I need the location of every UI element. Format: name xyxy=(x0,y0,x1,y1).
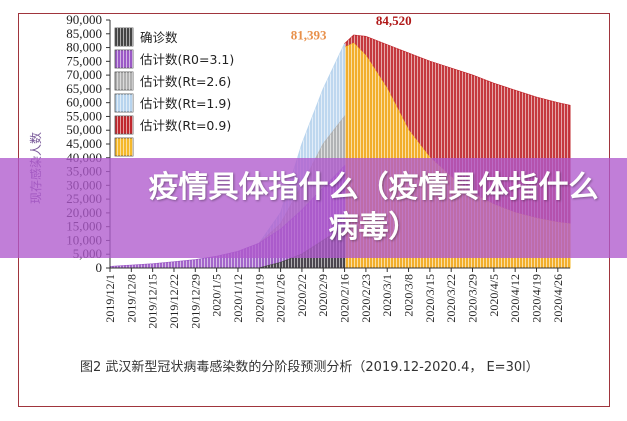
data-label: 84,520 xyxy=(376,13,412,28)
legend-label: 估计数(R0=3.1) xyxy=(140,52,234,67)
x-tick-label: 2020/1/26 xyxy=(274,274,288,323)
y-tick-label: 80,000 xyxy=(66,40,102,55)
y-tick-label: 75,000 xyxy=(66,53,102,68)
legend-item: 估计数(Rt=0.9) xyxy=(114,115,231,135)
x-tick-label: 2020/1/12 xyxy=(231,274,245,323)
x-tick-label: 2020/3/8 xyxy=(402,274,416,317)
x-tick-label: 2019/12/15 xyxy=(146,274,160,329)
x-tick-label: 2020/2/16 xyxy=(338,274,352,323)
x-tick-label: 2020/3/29 xyxy=(466,274,480,323)
legend-item: 确诊数 xyxy=(114,27,178,47)
legend-swatch-stripes xyxy=(115,116,133,134)
legend-item: 估计数(R0=3.1) xyxy=(114,49,234,69)
legend-label: 估计数(Rt=2.6) xyxy=(140,74,231,89)
y-tick-label: 45,000 xyxy=(66,136,102,151)
x-tick-label: 2019/12/1 xyxy=(103,274,117,323)
x-tick-label: 2020/2/9 xyxy=(316,274,330,317)
legend-swatch-stripes xyxy=(115,94,133,112)
figure-caption: 图2 武汉新型冠状病毒感染数的分阶段预测分析（2019.12-2020.4， E… xyxy=(80,360,539,375)
data-label: 81,393 xyxy=(291,28,327,43)
x-tick-label: 2020/4/12 xyxy=(508,274,522,323)
y-tick-label: 70,000 xyxy=(66,67,102,82)
title-banner: 疫情具体指什么（疫情具体指什么 病毒） xyxy=(0,158,627,258)
y-tick-label: 0 xyxy=(96,260,103,275)
legend-swatch-stripes xyxy=(115,28,133,46)
y-tick-label: 85,000 xyxy=(66,26,102,41)
x-tick-label: 2020/3/15 xyxy=(423,274,437,323)
legend-item: 估计数(Rt=2.6) xyxy=(114,71,231,91)
x-tick-label: 2020/2/23 xyxy=(359,274,373,323)
x-tick-label: 2020/2/2 xyxy=(295,274,309,317)
legend-swatch-stripes xyxy=(115,138,133,156)
y-tick-label: 55,000 xyxy=(66,108,102,123)
x-tick-label: 2020/1/5 xyxy=(210,274,224,317)
legend-label: 估计数(Rt=0.9) xyxy=(140,118,231,133)
x-tick-label: 2020/4/26 xyxy=(551,274,565,323)
y-tick-label: 60,000 xyxy=(66,95,102,110)
y-tick-label: 65,000 xyxy=(66,81,102,96)
legend-swatch-stripes xyxy=(115,50,133,68)
x-tick-label: 2020/3/1 xyxy=(380,274,394,317)
x-tick-label: 2020/1/19 xyxy=(252,274,266,323)
x-tick-label: 2019/12/29 xyxy=(188,274,202,329)
y-tick-label: 50,000 xyxy=(66,122,102,137)
banner-title-line1: 疫情具体指什么（疫情具体指什么 xyxy=(148,170,599,205)
legend-item: 估计数(Rt=1.9) xyxy=(114,93,231,113)
legend-swatch-stripes xyxy=(115,72,133,90)
y-tick-label: 90,000 xyxy=(66,12,102,27)
x-tick-label: 2020/4/5 xyxy=(487,274,501,317)
x-tick-label: 2019/12/22 xyxy=(167,274,181,329)
legend-label: 确诊数 xyxy=(140,30,178,45)
x-tick-label: 2020/4/19 xyxy=(529,274,543,323)
x-tick-label: 2019/12/8 xyxy=(124,274,138,323)
legend-item xyxy=(114,137,134,157)
legend-label: 估计数(Rt=1.9) xyxy=(140,96,231,111)
banner-title-line2: 病毒） xyxy=(328,210,419,245)
x-tick-label: 2020/3/22 xyxy=(444,274,458,323)
